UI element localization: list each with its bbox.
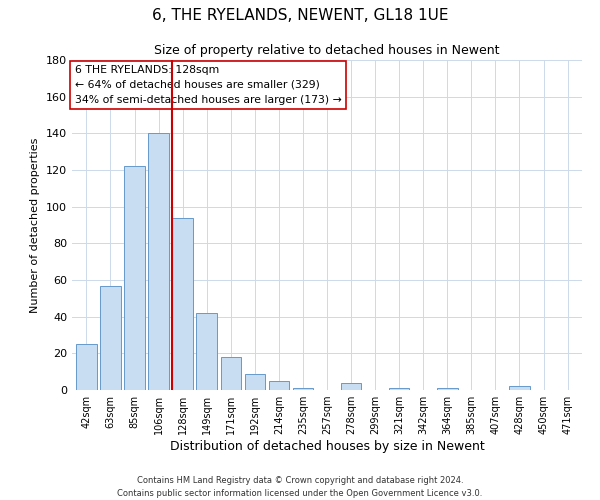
Bar: [221, 357, 241, 390]
Bar: [245, 374, 265, 390]
Bar: [293, 388, 313, 390]
X-axis label: Distribution of detached houses by size in Newent: Distribution of detached houses by size …: [170, 440, 484, 453]
Title: Size of property relative to detached houses in Newent: Size of property relative to detached ho…: [154, 44, 500, 58]
Text: 6, THE RYELANDS, NEWENT, GL18 1UE: 6, THE RYELANDS, NEWENT, GL18 1UE: [152, 8, 448, 22]
Bar: [172, 218, 193, 390]
Bar: [124, 166, 145, 390]
Y-axis label: Number of detached properties: Number of detached properties: [31, 138, 40, 312]
Bar: [269, 381, 289, 390]
Bar: [341, 382, 361, 390]
Bar: [196, 313, 217, 390]
Bar: [76, 344, 97, 390]
Bar: [100, 286, 121, 390]
Bar: [148, 134, 169, 390]
Bar: [509, 386, 530, 390]
Text: 6 THE RYELANDS: 128sqm
← 64% of detached houses are smaller (329)
34% of semi-de: 6 THE RYELANDS: 128sqm ← 64% of detached…: [74, 65, 341, 104]
Bar: [437, 388, 458, 390]
Bar: [389, 388, 409, 390]
Text: Contains HM Land Registry data © Crown copyright and database right 2024.
Contai: Contains HM Land Registry data © Crown c…: [118, 476, 482, 498]
